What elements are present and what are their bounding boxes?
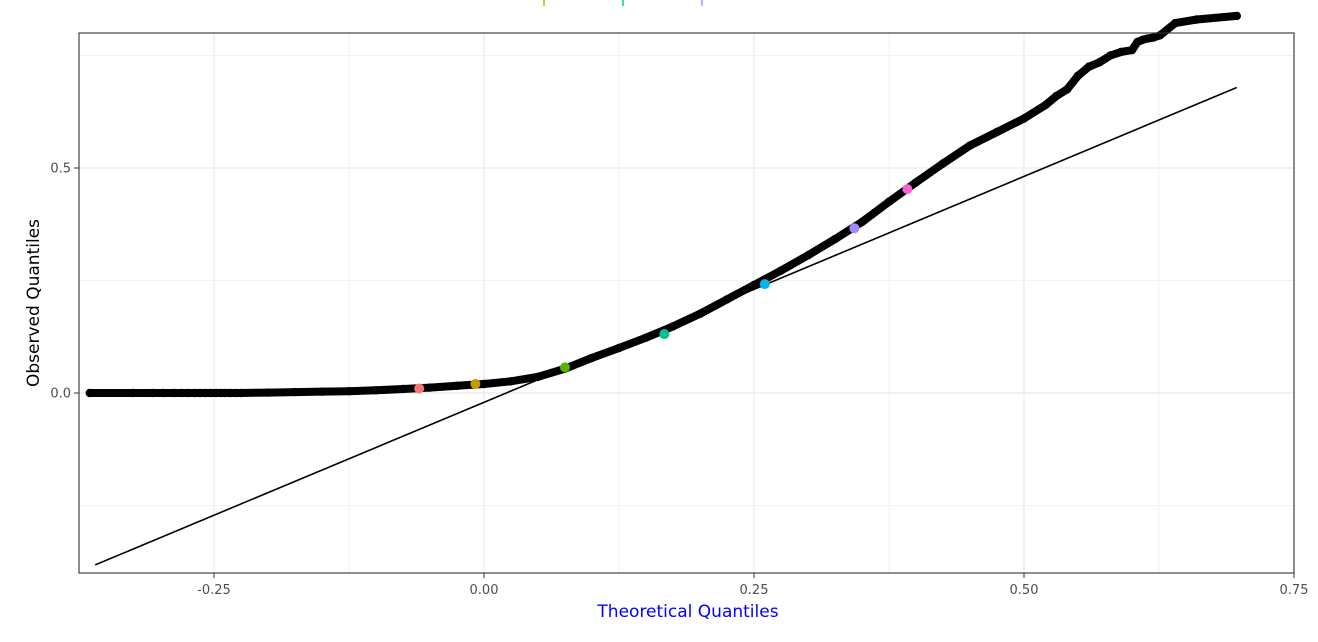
data-point	[371, 386, 381, 395]
data-point	[290, 387, 300, 397]
data-point	[1095, 58, 1104, 67]
data-point	[183, 388, 193, 398]
data-point	[128, 388, 138, 398]
data-point	[177, 388, 186, 398]
data-point	[169, 388, 179, 398]
data-point	[857, 217, 867, 227]
data-point	[803, 251, 813, 260]
x-tick-label: 0.50	[1010, 583, 1039, 598]
data-point	[1073, 71, 1083, 80]
x-tick-label: 0.75	[1280, 583, 1309, 598]
data-point	[263, 388, 273, 397]
data-point	[776, 266, 786, 275]
highlight-point	[414, 383, 425, 394]
data-point	[1171, 18, 1180, 28]
highlight-point	[470, 379, 481, 389]
data-point	[1052, 91, 1061, 101]
data-point	[1117, 47, 1126, 57]
data-point	[938, 159, 948, 168]
data-point	[1084, 62, 1094, 71]
y-tick-label: 0.5	[50, 162, 71, 177]
data-point	[236, 388, 246, 398]
data-point	[1192, 15, 1202, 24]
data-point	[668, 322, 678, 331]
x-tick-label: 0.00	[470, 583, 499, 598]
highlight-point	[759, 279, 770, 290]
data-point	[1232, 11, 1241, 21]
data-point	[452, 381, 462, 390]
data-point	[1041, 100, 1050, 110]
data-point	[148, 388, 157, 398]
data-point	[344, 387, 354, 396]
highlighted-points	[414, 184, 913, 394]
data-point	[992, 127, 1002, 137]
data-point	[722, 295, 732, 304]
data-point	[1155, 31, 1165, 40]
data-point	[85, 388, 95, 398]
data-point	[425, 383, 435, 392]
data-point	[506, 377, 516, 386]
highlight-point	[902, 184, 913, 195]
data-point	[641, 333, 651, 342]
data-point	[1127, 45, 1137, 55]
data-point	[1063, 85, 1072, 94]
legend-key-marks	[543, 0, 703, 6]
data-point	[965, 141, 975, 150]
highlight-point	[659, 329, 670, 340]
data-point	[911, 178, 921, 187]
x-tick-label: -0.25	[197, 583, 231, 598]
plot-panel	[79, 33, 1294, 573]
data-point	[159, 388, 168, 398]
data-point	[695, 309, 705, 318]
y-axis: 0.0 0.5	[50, 162, 79, 402]
data-point	[317, 387, 327, 396]
x-axis: -0.25 0.00 0.25 0.50 0.75	[197, 573, 1308, 598]
data-point	[1019, 114, 1029, 123]
data-point	[749, 280, 759, 290]
data-point	[398, 384, 408, 394]
data-point	[1106, 51, 1115, 60]
data-point	[587, 353, 597, 363]
data-point	[884, 197, 894, 206]
data-point	[614, 343, 624, 353]
x-axis-title: Theoretical Quantiles	[596, 602, 778, 622]
data-point	[830, 234, 840, 244]
x-tick-label: 0.25	[740, 583, 769, 598]
data-point	[533, 372, 543, 381]
data-point	[1149, 33, 1158, 42]
y-axis-title: Observed Quantiles	[24, 219, 44, 387]
plot-panel-border	[78, 32, 1295, 574]
minor-gridlines	[78, 33, 1294, 573]
highlight-point	[560, 362, 570, 373]
highlight-point	[849, 223, 860, 234]
data-point	[479, 379, 489, 389]
y-tick-label: 0.0	[50, 387, 71, 402]
